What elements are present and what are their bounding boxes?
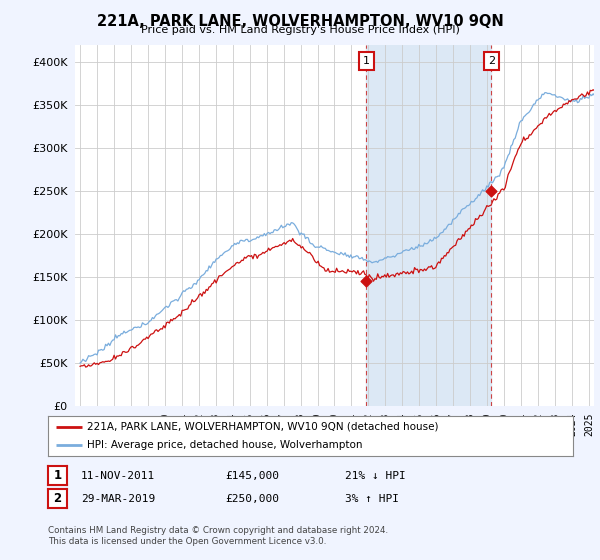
Text: HPI: Average price, detached house, Wolverhampton: HPI: Average price, detached house, Wolv…	[88, 440, 363, 450]
Text: Price paid vs. HM Land Registry's House Price Index (HPI): Price paid vs. HM Land Registry's House …	[140, 25, 460, 35]
Text: £145,000: £145,000	[225, 471, 279, 481]
Text: 3% ↑ HPI: 3% ↑ HPI	[345, 494, 399, 504]
Text: 11-NOV-2011: 11-NOV-2011	[81, 471, 155, 481]
Text: 221A, PARK LANE, WOLVERHAMPTON, WV10 9QN: 221A, PARK LANE, WOLVERHAMPTON, WV10 9QN	[97, 14, 503, 29]
Text: 2: 2	[53, 492, 62, 505]
Point	[487, 186, 496, 195]
Point	[361, 277, 371, 286]
Text: 29-MAR-2019: 29-MAR-2019	[81, 494, 155, 504]
Text: 2: 2	[488, 55, 495, 66]
Text: £250,000: £250,000	[225, 494, 279, 504]
Text: Contains HM Land Registry data © Crown copyright and database right 2024.
This d: Contains HM Land Registry data © Crown c…	[48, 526, 388, 546]
Text: 1: 1	[363, 55, 370, 66]
Text: 21% ↓ HPI: 21% ↓ HPI	[345, 471, 406, 481]
Text: 1: 1	[53, 469, 62, 482]
Text: 221A, PARK LANE, WOLVERHAMPTON, WV10 9QN (detached house): 221A, PARK LANE, WOLVERHAMPTON, WV10 9QN…	[88, 422, 439, 432]
Bar	[366, 45, 491, 406]
